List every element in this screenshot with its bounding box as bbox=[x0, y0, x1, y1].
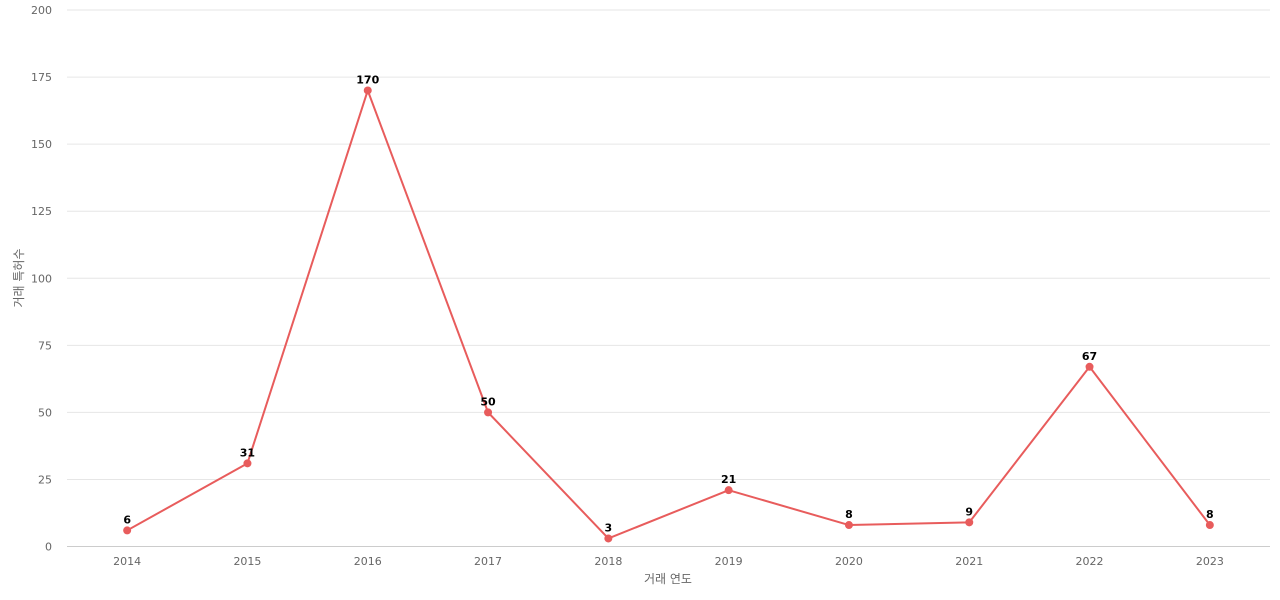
data-point[interactable] bbox=[243, 459, 252, 468]
x-tick-label: 2022 bbox=[1076, 555, 1104, 568]
grid bbox=[67, 9, 1270, 480]
x-tick-label: 2018 bbox=[594, 555, 622, 568]
x-tick-label: 2021 bbox=[955, 555, 983, 568]
data-point[interactable] bbox=[724, 486, 733, 495]
y-tick-label: 100 bbox=[31, 272, 52, 285]
data-label: 9 bbox=[965, 505, 973, 518]
y-tick-label: 75 bbox=[38, 339, 52, 352]
data-point[interactable] bbox=[484, 408, 493, 417]
data-point[interactable] bbox=[363, 86, 372, 95]
data-label: 31 bbox=[240, 446, 255, 459]
x-tick-label: 2014 bbox=[113, 555, 141, 568]
data-point[interactable] bbox=[1205, 521, 1214, 530]
data-point[interactable] bbox=[844, 521, 853, 530]
x-axis-ticks: 2014 2015 2016 2017 2018 2019 2020 2021 2022 2023 bbox=[113, 555, 1224, 568]
data-points bbox=[123, 86, 1214, 543]
y-axis-title: 거래 특허수 bbox=[12, 248, 26, 307]
data-point[interactable] bbox=[604, 534, 613, 543]
data-label: 67 bbox=[1082, 350, 1097, 363]
x-axis-title: 거래 연도 bbox=[644, 572, 692, 586]
y-tick-label: 0 bbox=[45, 541, 52, 554]
data-label: 21 bbox=[721, 473, 736, 486]
data-label: 3 bbox=[605, 521, 613, 534]
y-tick-label: 200 bbox=[31, 4, 52, 17]
x-tick-label: 2023 bbox=[1196, 555, 1224, 568]
y-tick-label: 150 bbox=[31, 138, 52, 151]
y-tick-label: 175 bbox=[31, 71, 52, 84]
y-tick-label: 25 bbox=[38, 473, 52, 486]
y-tick-label: 125 bbox=[31, 205, 52, 218]
data-label: 170 bbox=[356, 73, 379, 86]
data-label: 6 bbox=[123, 513, 131, 526]
series-line bbox=[126, 89, 1211, 540]
data-point[interactable] bbox=[1085, 362, 1094, 371]
x-tick-label: 2017 bbox=[474, 555, 502, 568]
x-tick-label: 2019 bbox=[715, 555, 743, 568]
x-tick-label: 2020 bbox=[835, 555, 863, 568]
data-point[interactable] bbox=[965, 518, 974, 527]
data-label: 8 bbox=[845, 508, 853, 521]
data-label: 50 bbox=[480, 395, 496, 408]
data-label: 8 bbox=[1206, 508, 1214, 521]
series-line-group bbox=[126, 89, 1211, 540]
y-tick-label: 50 bbox=[38, 406, 52, 419]
data-labels: 6 31 170 50 3 21 8 9 67 8 bbox=[123, 73, 1213, 534]
y-axis-ticks: 0 25 50 75 100 125 150 175 200 bbox=[31, 4, 52, 554]
x-tick-label: 2016 bbox=[354, 555, 382, 568]
data-point[interactable] bbox=[123, 526, 132, 535]
x-tick-label: 2015 bbox=[233, 555, 261, 568]
